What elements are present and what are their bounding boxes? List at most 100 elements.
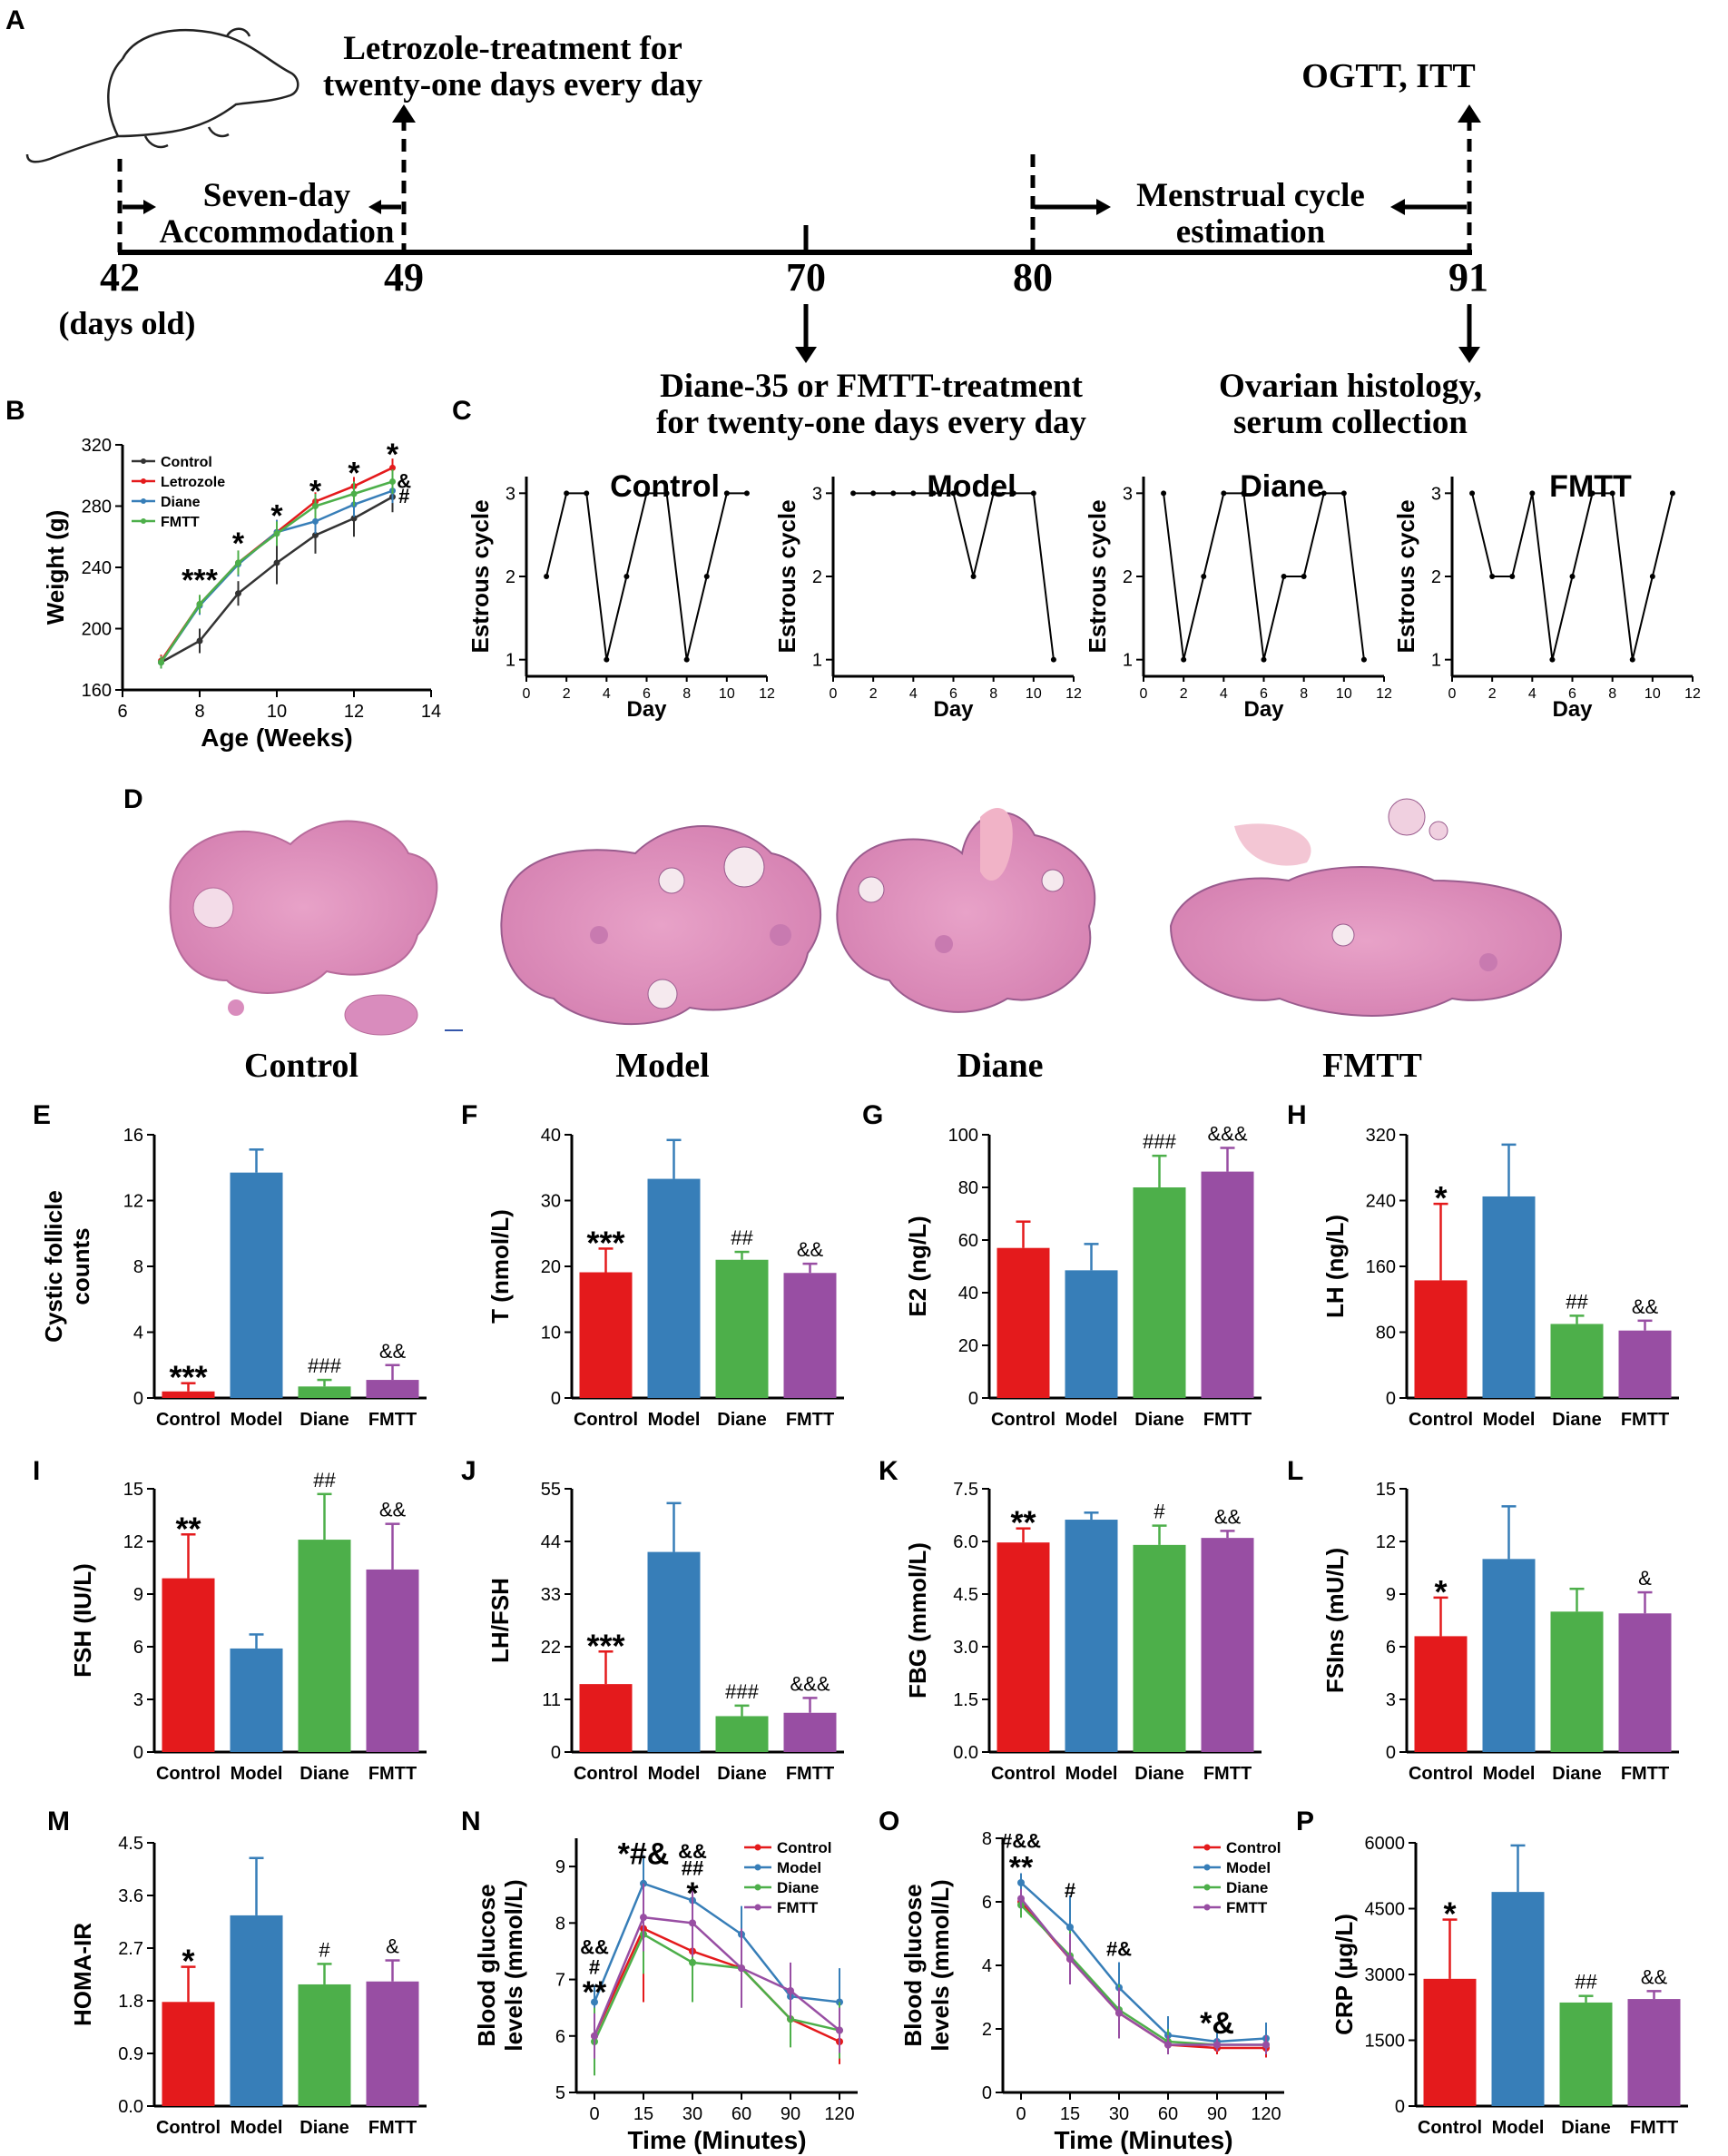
significance-label: && (379, 1340, 407, 1363)
data-point (689, 1958, 696, 1966)
significance-label: &&& (790, 1672, 830, 1695)
chart-l-fsins: 0 3 6 9 12 15 FSIns (mU/L) Control * Model Diane FM… (1321, 1480, 1679, 1784)
bar-fmtt (783, 1712, 837, 1752)
significance-label: * (686, 1876, 699, 1911)
day-49: 49 (384, 255, 424, 300)
y-axis-label: levels (mmol/L) (927, 1879, 954, 2051)
data-point (273, 530, 280, 537)
x-tick-label: FMTT (368, 1764, 417, 1784)
data-point (312, 503, 319, 509)
x-tick-label: Model (231, 2118, 283, 2138)
significance-label: ** (583, 1975, 607, 2010)
data-point (1649, 574, 1655, 579)
x-tick-label: 8 (1608, 686, 1616, 702)
x-tick-label: Model (1483, 1410, 1536, 1430)
panel-letter-a: A (5, 5, 25, 35)
significance-label: ### (725, 1680, 759, 1703)
legend-marker (141, 458, 146, 464)
x-tick-label: 90 (1207, 2104, 1227, 2124)
significance-label: # (319, 1938, 330, 1961)
estrous-line (853, 492, 1055, 660)
y-tick-label: 0 (133, 1389, 143, 1409)
y-tick-label: 7 (555, 1971, 565, 1991)
chart-m-homa: 0.0 0.9 1.8 2.7 3.6 4.5 HOMA-IR Control * Model Di… (69, 1834, 427, 2138)
ovarian-note: Ovarian histology, serum collection (1219, 368, 1482, 441)
y-tick-label: 3000 (1365, 1965, 1406, 1985)
y-tick-label: 2 (812, 567, 822, 587)
significance-label: *** (586, 1224, 624, 1261)
data-point (703, 574, 710, 579)
y-tick-label: 15 (1376, 1480, 1396, 1500)
y-tick-label: 6000 (1365, 1834, 1406, 1854)
y-axis-label: T (nmol/L) (486, 1209, 514, 1324)
bar-model (1065, 1270, 1118, 1398)
y-tick-label: 3.6 (118, 1886, 143, 1906)
series-line-diane (593, 1933, 840, 2043)
significance-label: ** (1009, 1850, 1034, 1885)
legend-label: Diane (161, 495, 201, 510)
data-point (1281, 574, 1287, 579)
x-tick-label: Control (156, 1410, 221, 1430)
y-tick-label: 15 (123, 1480, 143, 1500)
y-tick-label: 1 (506, 651, 515, 671)
data-point (990, 490, 997, 497)
data-point (235, 559, 241, 566)
x-tick-label: Model (648, 1410, 701, 1430)
y-tick-label: 200 (82, 620, 112, 640)
significance-label: *** (182, 564, 218, 598)
y-tick-label: 22 (541, 1638, 561, 1658)
significance-label: * (1443, 1895, 1456, 1933)
x-axis-label: Time (Minutes) (627, 2126, 806, 2154)
y-tick-label: 0.9 (118, 2044, 143, 2064)
y-tick-label: 8 (982, 1829, 992, 1849)
y-tick-label: 9 (1386, 1585, 1396, 1605)
data-point (623, 574, 630, 579)
x-tick-label: 120 (824, 2104, 854, 2124)
x-tick-label: Diane (1552, 1764, 1601, 1784)
panel-letter-b: B (5, 396, 25, 426)
y-tick-label: 280 (82, 497, 112, 517)
x-tick-label: 2 (1488, 686, 1497, 702)
x-tick-label: Diane (299, 2118, 349, 2138)
significance-label: &&& (1207, 1123, 1247, 1146)
x-tick-label: 60 (1158, 2104, 1178, 2124)
day-70: 70 (786, 255, 826, 300)
y-tick-label: 0 (133, 1743, 143, 1763)
data-point (1050, 656, 1056, 663)
data-point (196, 601, 203, 607)
estrous-title: Diane (1240, 469, 1324, 504)
x-tick-label: 6 (1260, 686, 1268, 702)
significance-label: * (1434, 1179, 1447, 1216)
day-42: 42 (100, 255, 140, 300)
y-tick-label: 6.0 (953, 1532, 978, 1552)
panel-letter-f: F (461, 1100, 478, 1130)
legend-marker (754, 1844, 761, 1851)
x-tick-label: 8 (682, 686, 691, 702)
x-axis-label: Day (1552, 697, 1593, 722)
significance-label: #& (1106, 1938, 1132, 1961)
y-axis-label: Weight (g) (42, 510, 69, 625)
histology-control (169, 820, 463, 1036)
x-tick-label: Diane (1561, 2118, 1610, 2138)
y-tick-label: 1 (1431, 651, 1441, 671)
x-tick-label: 14 (421, 702, 441, 722)
bar-control (1414, 1280, 1468, 1398)
data-point (850, 490, 857, 497)
x-tick-label: 12 (1065, 686, 1082, 702)
bar-model (230, 1172, 283, 1398)
y-tick-label: 4500 (1365, 1900, 1406, 1920)
bar-control (997, 1542, 1050, 1752)
significance-label: #&& (1001, 1830, 1041, 1853)
y-axis-label: CRP (μg/L) (1330, 1914, 1358, 2035)
data-point (1549, 656, 1556, 663)
data-point (196, 637, 203, 645)
y-tick-label: 0 (968, 1389, 978, 1409)
x-tick-label: Control (574, 1764, 638, 1784)
data-point (604, 656, 610, 663)
data-point (350, 490, 358, 497)
data-point (1489, 574, 1496, 579)
panel-letter-p: P (1296, 1807, 1315, 1836)
data-point (640, 1914, 647, 1922)
y-axis-label: HOMA-IR (69, 1923, 96, 2026)
